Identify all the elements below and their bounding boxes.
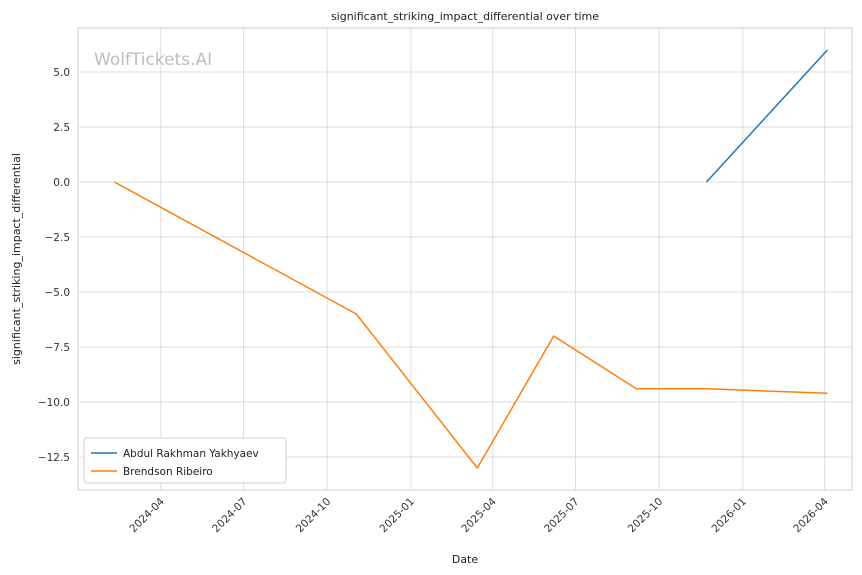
- y-tick-label: 0.0: [53, 177, 70, 189]
- x-axis: 2024-04 2024-07 2024-10 2025-01 2025-04 2025-…: [127, 495, 831, 535]
- y-tick-label: 2.5: [53, 122, 70, 134]
- y-tick-label: −7.5: [45, 342, 71, 354]
- watermark: WolfTickets.AI: [94, 50, 212, 70]
- x-tick-label: 2025-07: [542, 496, 582, 536]
- y-tick-label: −12.5: [38, 452, 70, 464]
- y-axis: 5.0 2.5 0.0 −2.5 −5.0 −7.5 −10.0 −12.5: [38, 67, 70, 464]
- series-line-0: [705, 49, 828, 183]
- legend-label-abdul: Abdul Rakhman Yakhyaev: [123, 448, 259, 460]
- x-tick-label: 2025-10: [626, 496, 666, 536]
- chart-title: significant_striking_impact_differential…: [331, 10, 599, 23]
- legend-label-brendson: Brendson Ribeiro: [123, 466, 213, 478]
- legend: Abdul Rakhman Yakhyaev Brendson Ribeiro: [83, 437, 287, 484]
- series-line-1: [114, 181, 828, 469]
- x-tick-label: 2024-07: [210, 496, 250, 536]
- plot-area: [77, 27, 853, 491]
- x-tick-label: 2024-10: [294, 496, 334, 536]
- y-tick-label: −5.0: [45, 287, 71, 299]
- series-layer: [114, 49, 828, 469]
- x-tick-label: 2025-01: [377, 496, 417, 536]
- x-axis-label: Date: [452, 553, 479, 566]
- y-tick-label: 5.0: [53, 67, 70, 79]
- x-tick-label: 2025-04: [459, 495, 499, 535]
- y-tick-label: −2.5: [45, 232, 71, 244]
- y-tick-label: −10.0: [38, 397, 70, 409]
- x-tick-label: 2026-04: [791, 495, 831, 535]
- x-tick-label: 2026-01: [709, 496, 749, 536]
- grid-lines: [78, 28, 852, 490]
- legend-box: [83, 437, 287, 484]
- y-axis-label: significant_striking_impact_differential: [10, 153, 23, 365]
- x-tick-label: 2024-04: [127, 495, 167, 535]
